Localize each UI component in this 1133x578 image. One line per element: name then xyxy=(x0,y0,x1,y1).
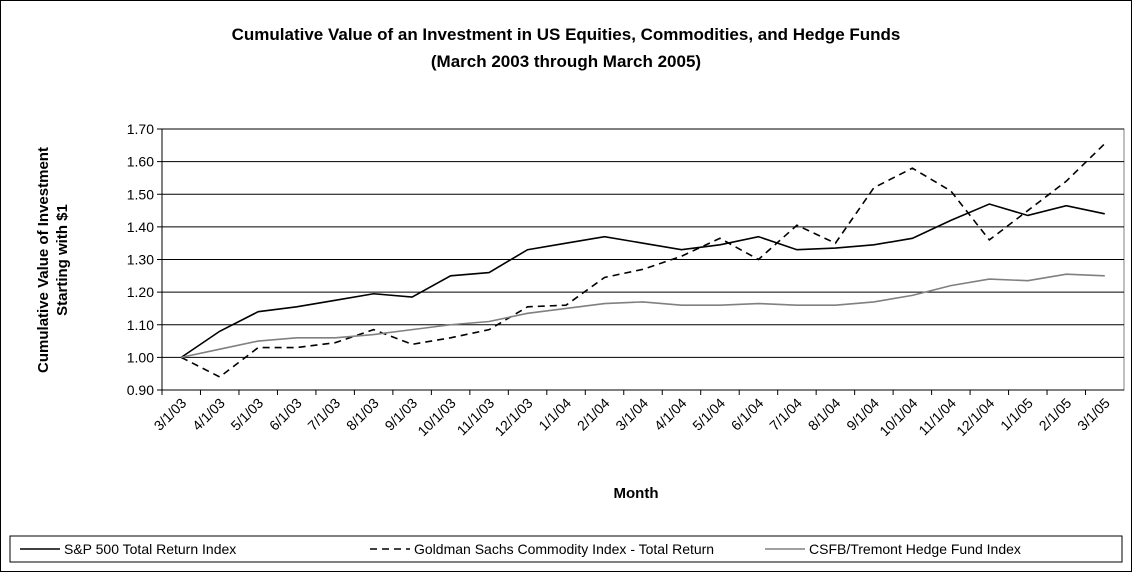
y-tick-label: 0.90 xyxy=(127,382,154,398)
chart-subtitle: (March 2003 through March 2005) xyxy=(431,52,701,71)
y-axis-label-line: Starting with $1 xyxy=(54,204,71,316)
y-tick-label: 1.70 xyxy=(127,121,154,137)
legend-label: CSFB/Tremont Hedge Fund Index xyxy=(809,541,1021,557)
chart-title: Cumulative Value of an Investment in US … xyxy=(232,25,901,44)
y-axis-label-line: Cumulative Value of Investment xyxy=(35,147,52,373)
series-line xyxy=(180,143,1106,378)
y-tick-label: 1.60 xyxy=(127,154,154,170)
y-tick-label: 1.50 xyxy=(127,186,154,202)
legend-label: Goldman Sachs Commodity Index - Total Re… xyxy=(414,541,714,557)
y-tick-label: 1.30 xyxy=(127,252,154,268)
legend-label: S&P 500 Total Return Index xyxy=(64,541,236,557)
y-tick-label: 1.10 xyxy=(127,317,154,333)
y-axis-label: Cumulative Value of Investment Starting … xyxy=(35,147,71,373)
y-tick-label: 1.00 xyxy=(127,349,154,365)
series-line xyxy=(180,203,1105,359)
y-tick-label: 1.20 xyxy=(127,284,154,300)
y-tick-label: 1.40 xyxy=(127,219,154,235)
legend-box xyxy=(9,535,1123,563)
series-line xyxy=(181,273,1105,359)
x-axis-label: Month xyxy=(614,485,659,502)
